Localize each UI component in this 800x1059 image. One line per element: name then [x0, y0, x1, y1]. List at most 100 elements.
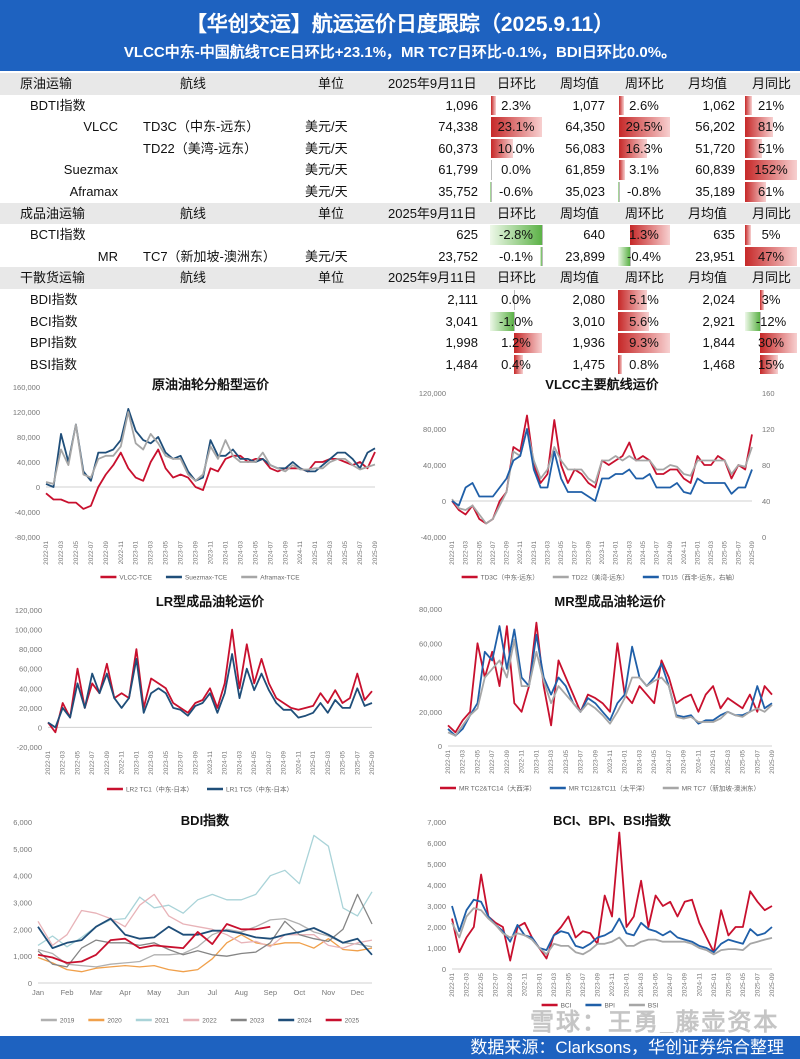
row-name: BSI指数	[30, 356, 77, 372]
series-line-vlcc-tce	[45, 448, 376, 510]
col-category: 原油运输	[20, 76, 73, 91]
table-row: Suezmax 美元/天 61,799 61,859 60,839 0.0% 3.1% 152…	[0, 159, 800, 181]
legend-label: Suezmax-TCE	[185, 575, 228, 582]
y-tick-label: 0	[36, 483, 40, 492]
positive-bar	[513, 354, 524, 375]
x-tick-label: 2024-07	[667, 973, 674, 997]
legend-label: TD15（西非-远东，右轴）	[662, 573, 739, 582]
bar-axis	[542, 246, 543, 267]
col-yoy: 月同比	[752, 205, 792, 221]
yoy-cell: 81%	[745, 117, 797, 137]
x-tick-label: 2024-11	[696, 973, 703, 997]
ship-type: Suezmax	[63, 162, 118, 178]
legend-label: MR TC12&TC11（太平洋）	[569, 784, 649, 793]
x-tick-label: 2025-07	[354, 751, 361, 775]
yoy-value: 51%	[757, 140, 785, 156]
x-tick-label: May	[147, 988, 161, 997]
row-name: BDTI指数	[30, 97, 86, 113]
current-value: 1,096	[445, 97, 478, 113]
chart-title: LR型成品油轮运价	[156, 594, 265, 609]
series-line-mr-tc12-tc11-	[447, 625, 773, 737]
col-unit: 单位	[318, 76, 345, 91]
series-line-2024	[37, 917, 373, 956]
series-line-lr1-tc5-	[47, 653, 373, 729]
x-tick-label: 2024-07	[666, 750, 673, 774]
y-tick-label: -20,000	[17, 743, 42, 752]
y-tick-label: 1,000	[427, 944, 446, 953]
x-tick-label: 2022-09	[104, 751, 111, 775]
x-tick-label: 2024-03	[626, 541, 633, 565]
x-tick-label: 2024-09	[681, 750, 688, 774]
yoy-value: 21%	[757, 97, 785, 113]
wow-cell: 16.3%	[618, 138, 670, 159]
dod-cell: 10.0%	[490, 138, 542, 159]
y-tick-label: 100,000	[15, 626, 42, 635]
series-line-bci	[451, 831, 773, 962]
dod-value: 23.1%	[497, 119, 535, 135]
yoy-value: 15%	[757, 356, 785, 372]
y-tick-label: 40,000	[419, 674, 442, 683]
x-tick-label: Jul	[207, 988, 217, 997]
x-tick-label: 2023-11	[599, 541, 606, 565]
wow-value: -0.4%	[627, 248, 661, 264]
x-tick-label: 2022-05	[74, 751, 81, 775]
wow-value: 5.1%	[629, 291, 659, 307]
x-tick-label: 2024-11	[695, 750, 702, 774]
x-tick-label: 2022-01	[45, 751, 52, 775]
x-tick-label: 2023-03	[148, 751, 155, 775]
positive-bar	[619, 160, 625, 180]
col-dod: 日环比	[497, 76, 537, 91]
legend-label: TD3C（中东-远东）	[481, 573, 539, 582]
negative-bar	[490, 225, 542, 245]
yoy-value: 152%	[754, 162, 788, 178]
chart-mr-product: 0 20,000 40,000 60,000 80,000 2022-01 2022-03 2…	[400, 590, 800, 805]
positive-bar	[630, 225, 670, 245]
current-value: 61,799	[438, 162, 478, 178]
x-tick-label: Oct	[294, 988, 307, 997]
col-wow: 周环比	[625, 205, 665, 221]
x-tick-label: Aug	[235, 988, 248, 997]
yoy-value: 30%	[757, 335, 785, 351]
month-average: 1,844	[702, 335, 735, 351]
col-month-avg: 月均值	[688, 205, 728, 221]
x-tick-label: Sep	[264, 988, 277, 997]
positive-bar	[618, 289, 647, 310]
x-tick-label: 2023-07	[578, 750, 585, 774]
row-name: BCTI指数	[30, 227, 86, 243]
negative-bar	[745, 311, 760, 332]
yoy-cell: 51%	[745, 138, 797, 159]
x-tick-label: 2022-09	[504, 541, 511, 565]
month-average: 635	[713, 227, 735, 243]
negative-bar	[490, 181, 492, 202]
legend: TD3C（中东-远东） TD22（美湾-远东） TD15（西非-远东，右轴）	[461, 573, 739, 582]
x-tick-label: 2025-01	[312, 541, 319, 565]
y-tick-label: 160,000	[13, 383, 40, 392]
dod-value: -2.8%	[499, 227, 533, 243]
yoy-value: -12%	[755, 313, 787, 329]
positive-bar	[745, 246, 797, 267]
x-tick-label: 2023-07	[580, 973, 587, 997]
x-tick-label: 2022-09	[504, 750, 511, 774]
col-dod: 日环比	[497, 270, 537, 286]
dod-cell: 2.3%	[490, 95, 542, 116]
dod-value: 1.2%	[501, 335, 531, 351]
x-tick-label: 2024-03	[638, 973, 645, 997]
legend-label: BSI	[648, 1003, 659, 1010]
x-tick-label: 2022-03	[60, 751, 67, 775]
x-tick-label: 2023-05	[565, 973, 572, 997]
y-tick-label: 3,000	[13, 899, 32, 908]
x-tick-label: 2025-07	[357, 541, 364, 565]
current-value: 1,998	[445, 335, 478, 351]
x-tick-label: 2022-11	[118, 541, 125, 565]
x-tick-label: 2024-05	[651, 750, 658, 774]
x-tick-label: Mar	[90, 988, 103, 997]
y-tick-label: 120,000	[419, 389, 446, 398]
y-tick-label: 80,000	[423, 425, 446, 434]
series-line-td3c-	[451, 414, 753, 525]
table-row: BDI指数 2,111 2,080 2,024 0.0% 5.1% 3%	[0, 289, 800, 311]
dod-value: 2.3%	[501, 97, 531, 113]
chart-title: BCI、BPI、BSI指数	[553, 813, 672, 828]
x-tick-label: 2025-03	[725, 750, 732, 774]
positive-bar	[745, 138, 763, 159]
wow-cell: -0.8%	[618, 181, 670, 202]
